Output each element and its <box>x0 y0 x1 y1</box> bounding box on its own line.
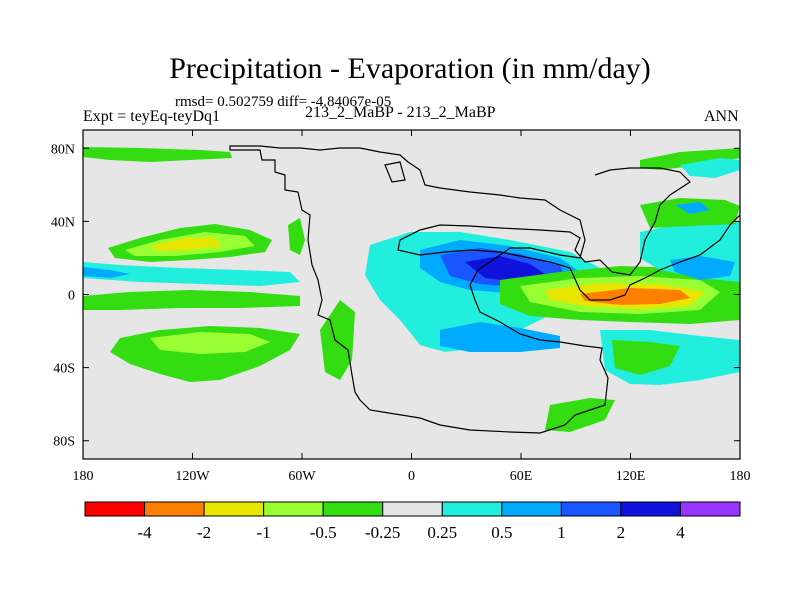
contour-west-trop-blue <box>83 267 130 278</box>
colorbar-label: -2 <box>197 523 211 542</box>
colorbar-label: 2 <box>617 523 626 542</box>
colorbar-swatch <box>144 501 205 517</box>
y-tick-label: 80S <box>53 435 75 450</box>
colorbar-label: -0.25 <box>365 523 400 542</box>
colorbar-swatch <box>501 501 562 517</box>
x-tick-label: 120W <box>175 469 210 484</box>
colorbar-label: 4 <box>676 523 685 542</box>
colorbar-label: -0.5 <box>310 523 337 542</box>
contour-arctic-east <box>640 148 740 170</box>
contour-field <box>83 130 740 459</box>
east-continent-outline <box>397 167 741 301</box>
colorbar-label: -1 <box>257 523 271 542</box>
period-label: ANN <box>704 108 739 125</box>
stats-line: rmsd= 0.502759 diff= -4.84067e-05 <box>175 94 392 110</box>
x-tick-label: 180 <box>730 469 751 484</box>
contour-south-green <box>545 398 615 432</box>
contour-arctic-band <box>83 147 232 162</box>
contour-east-orange <box>580 288 690 305</box>
contour-se-green <box>612 340 680 375</box>
colorbar-swatch <box>679 501 741 517</box>
y-tick-label: 40S <box>53 362 75 377</box>
colorbar-swatch <box>382 501 443 517</box>
contour-nw-yellow <box>150 238 222 251</box>
north-island-outline <box>384 161 406 183</box>
contour-central-dark-blue <box>465 256 545 282</box>
colorbar-swatch <box>560 501 622 517</box>
colorbar-label: 0.25 <box>427 523 457 542</box>
colorbar-label: 1 <box>557 523 566 542</box>
colorbar-swatch <box>203 501 265 517</box>
x-axis: 180 120W 60W 0 60E 120E 180 <box>73 130 751 484</box>
colorbar-swatch <box>263 501 324 517</box>
contour-ne-blue <box>670 256 735 280</box>
contour-south-central-blue <box>440 322 560 352</box>
contour-sw-lime <box>150 332 270 354</box>
colorbar-swatch <box>322 501 384 517</box>
colorbar-label: 0.5 <box>491 523 512 542</box>
y-tick-label: 80N <box>51 142 75 157</box>
continent-outlines <box>229 145 741 434</box>
contour-west-trop-cyan <box>83 262 300 286</box>
y-axis: 80N 40N 0 40S 80S <box>51 142 740 450</box>
x-tick-label: 120E <box>616 469 646 484</box>
experiment-label: Expt = teyEq-teyDq1 <box>83 108 220 125</box>
x-tick-label: 180 <box>73 469 94 484</box>
y-tick-label: 40N <box>51 215 75 230</box>
colorbar-swatch <box>441 501 503 517</box>
x-tick-label: 60E <box>510 469 533 484</box>
chart-title: Precipitation - Evaporation (in mm/day) <box>169 52 651 85</box>
contour-arctic-east-wet <box>680 158 740 178</box>
contour-west-coast-green <box>288 218 305 255</box>
colorbar-label: -4 <box>137 523 152 542</box>
x-tick-label: 0 <box>408 469 415 484</box>
colorbar: -4 -2 -1 -0.5 -0.25 0.25 0.5 1 2 4 <box>84 501 741 542</box>
x-tick-label: 60W <box>288 469 316 484</box>
subtitle: 213_2_MaBP - 213_2_MaBP <box>305 104 496 121</box>
y-tick-label: 0 <box>68 289 75 304</box>
contour-west-eq-green <box>83 290 300 310</box>
west-continent-outline <box>229 145 609 434</box>
contour-ne-blue2 <box>675 202 710 214</box>
colorbar-swatch <box>84 501 146 517</box>
colorbar-swatch <box>620 501 681 517</box>
